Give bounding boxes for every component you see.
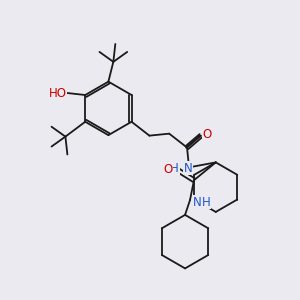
Text: HO: HO bbox=[48, 86, 66, 100]
Text: N: N bbox=[193, 196, 202, 208]
Text: O: O bbox=[202, 128, 212, 141]
Text: O: O bbox=[163, 163, 172, 176]
Text: H: H bbox=[202, 196, 211, 208]
Text: N: N bbox=[184, 162, 192, 175]
Text: H: H bbox=[170, 162, 179, 175]
